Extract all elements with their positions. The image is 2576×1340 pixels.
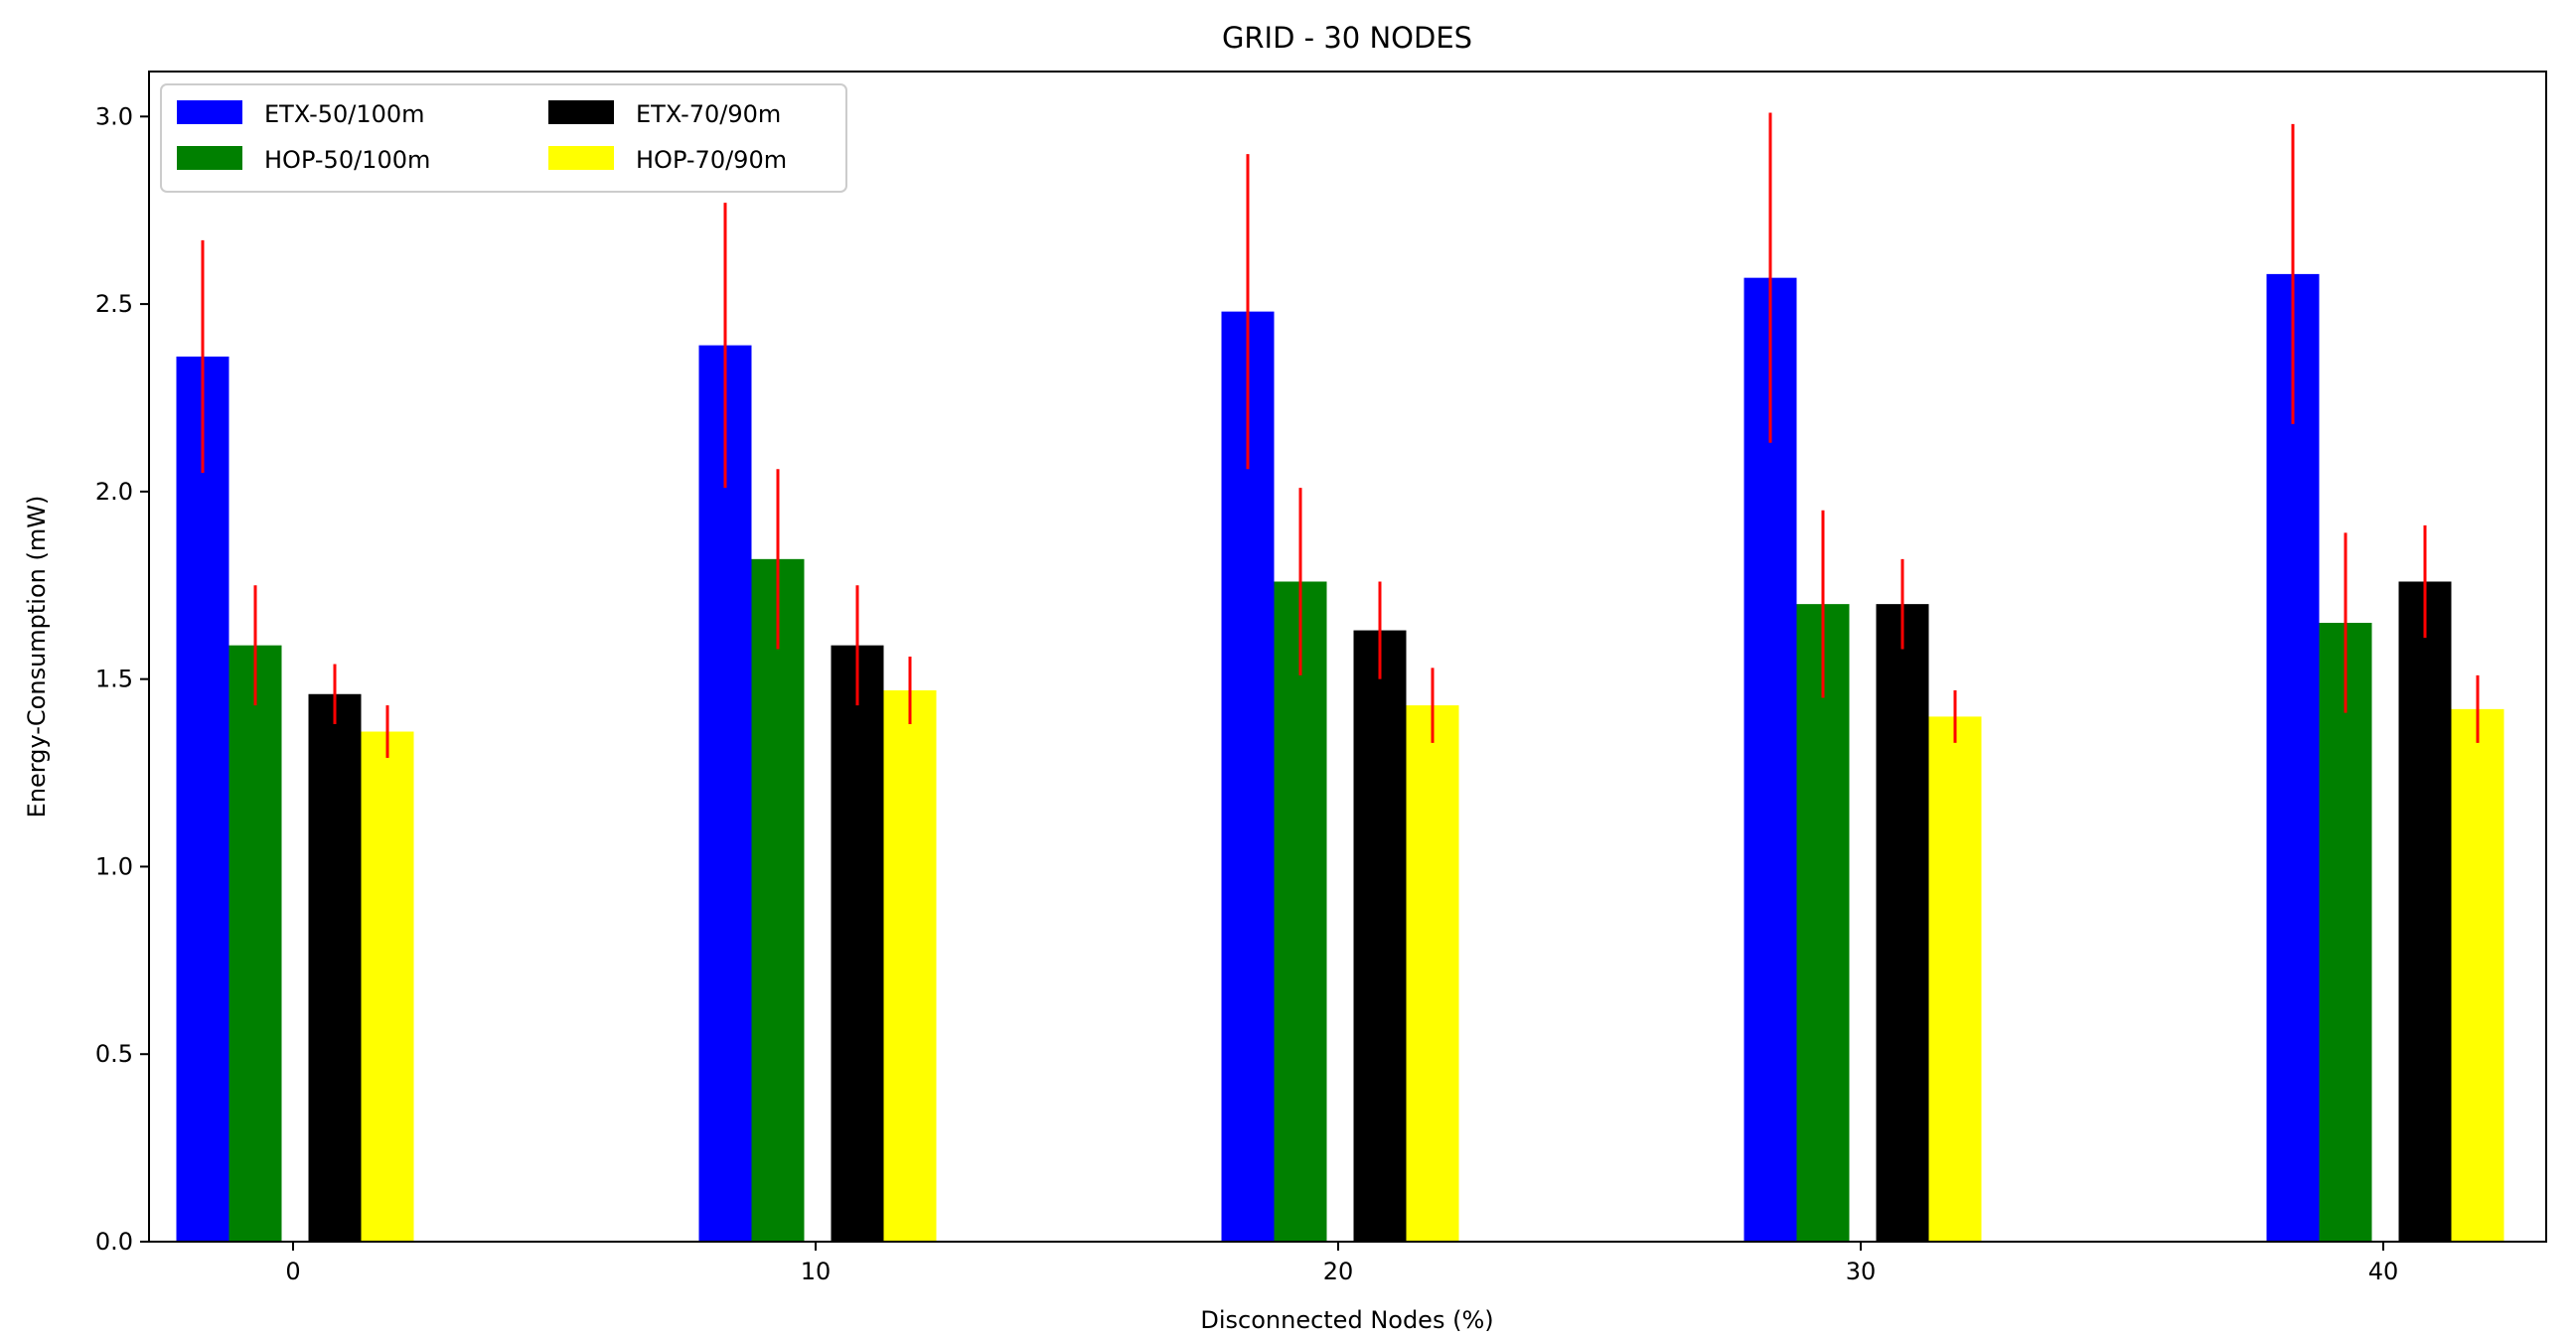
bar-hop-70-90m-40 <box>2451 708 2504 1242</box>
x-tick-label: 40 <box>2368 1258 2399 1285</box>
x-tick-label: 30 <box>1846 1258 1877 1285</box>
legend-label: ETX-50/100m <box>264 100 425 128</box>
y-tick-label: 3.0 <box>95 102 133 130</box>
y-tick-label: 0.5 <box>95 1040 133 1068</box>
bars-group <box>176 273 2504 1243</box>
chart-title: GRID - 30 NODES <box>1222 21 1472 55</box>
x-tick-label: 10 <box>801 1258 832 1285</box>
legend-label: HOP-70/90m <box>636 146 787 174</box>
legend-frame <box>160 83 847 193</box>
y-tick-label: 2.0 <box>95 478 133 506</box>
bar-hop-70-90m-0 <box>361 731 414 1242</box>
bar-hop-70-90m-20 <box>1406 705 1459 1242</box>
error-bars-group <box>201 112 2480 758</box>
x-tick-label: 0 <box>285 1258 300 1285</box>
plot-area <box>148 71 2547 1243</box>
legend-label: HOP-50/100m <box>264 146 430 174</box>
bar-etx-70-90m-30 <box>1876 604 1929 1242</box>
y-tick-label: 1.5 <box>95 666 133 693</box>
bar-hop-50-100m-0 <box>228 645 282 1242</box>
bar-hop-70-90m-10 <box>883 689 937 1242</box>
bar-etx-70-90m-10 <box>831 645 884 1242</box>
x-axis: 0 10 20 30 40 <box>285 1242 2398 1285</box>
legend-swatch-hop-70-90m <box>548 146 614 170</box>
legend: ETX-50/100m HOP-50/100m ETX-70/90m HOP-70/9… <box>160 83 847 193</box>
x-axis-title: Disconnected Nodes (%) <box>1200 1306 1493 1334</box>
bar-hop-70-90m-30 <box>1928 716 1982 1242</box>
bar-etx-50-100m-0 <box>176 356 229 1242</box>
legend-swatch-etx-50-100m <box>177 100 242 124</box>
bar-hop-50-100m-30 <box>1796 604 1850 1242</box>
bar-etx-70-90m-20 <box>1353 630 1407 1242</box>
bar-hop-50-100m-40 <box>2319 623 2372 1242</box>
x-tick-label: 20 <box>1323 1258 1354 1285</box>
bar-etx-50-100m-10 <box>698 345 752 1242</box>
bar-hop-50-100m-20 <box>1274 581 1327 1242</box>
bar-etx-50-100m-40 <box>2266 273 2320 1242</box>
y-tick-label: 2.5 <box>95 290 133 318</box>
bar-etx-70-90m-40 <box>2398 581 2452 1242</box>
legend-swatch-etx-70-90m <box>548 100 614 124</box>
y-tick-label: 0.0 <box>95 1228 133 1256</box>
y-axis-title: Energy-Consumption (mW) <box>23 496 51 819</box>
y-axis: 0.0 0.5 1.0 1.5 2.0 2.5 3.0 <box>95 102 149 1256</box>
plot-frame <box>148 71 2547 1243</box>
legend-label: ETX-70/90m <box>636 100 781 128</box>
legend-swatch-hop-50-100m <box>177 146 242 170</box>
y-tick-label: 1.0 <box>95 852 133 880</box>
bar-hop-50-100m-10 <box>751 558 805 1242</box>
bar-etx-70-90m-0 <box>308 693 362 1242</box>
